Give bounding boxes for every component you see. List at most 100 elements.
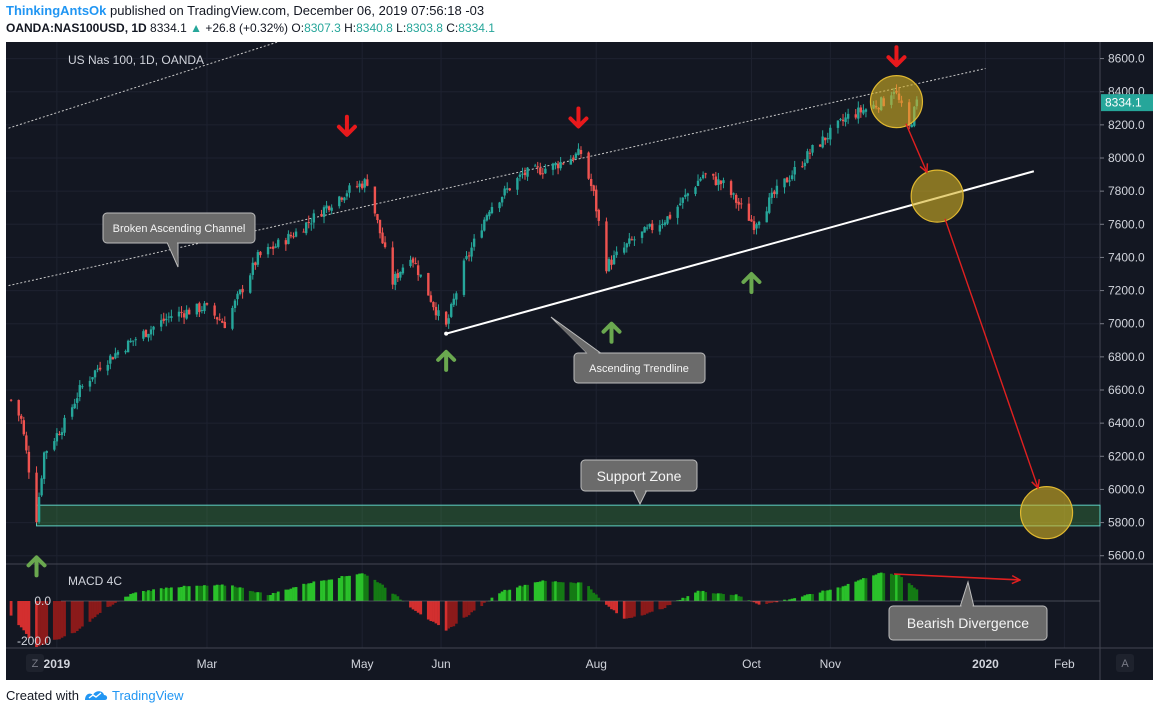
macd-bar	[180, 587, 183, 601]
candle-body	[803, 162, 807, 167]
author-link[interactable]: ThinkingAntsOk	[6, 3, 107, 18]
candle-body	[523, 172, 527, 176]
candle-body	[462, 260, 466, 295]
candle-body	[358, 183, 361, 187]
candle-body	[305, 222, 308, 234]
macd-bar	[365, 575, 369, 601]
macd-bar	[284, 589, 288, 601]
candle-body	[854, 114, 857, 118]
candle-body	[773, 191, 776, 195]
price-tick-label: 7600.0	[1108, 217, 1145, 231]
down-arrow-icon	[886, 45, 907, 68]
macd-bar	[752, 601, 756, 603]
macd-bar	[312, 581, 316, 601]
price-tick-label: 6000.0	[1108, 482, 1145, 496]
high-label: H:	[344, 21, 357, 35]
price-change: +26.8 (+0.32%)	[205, 21, 289, 35]
candle-body	[821, 136, 824, 148]
macd-bar	[775, 601, 779, 603]
macd-bar	[327, 579, 331, 601]
candle-body	[686, 193, 690, 196]
callout-support-zone[interactable]: Support Zone	[580, 459, 698, 506]
candle-body	[363, 179, 366, 188]
macd-bar	[396, 596, 400, 601]
candle-body	[498, 202, 501, 209]
candle-body	[437, 310, 440, 316]
candle-body	[414, 263, 417, 265]
macd-tick-label: 0.0	[34, 594, 51, 608]
candle-body	[676, 206, 679, 218]
macd-bar	[498, 593, 501, 601]
candle-body	[485, 215, 489, 221]
macd-bar	[610, 601, 613, 610]
macd-bar	[432, 601, 435, 622]
published-info: published on TradingView.com, December 0…	[110, 3, 485, 18]
candle-body	[633, 239, 636, 241]
macd-bar	[149, 590, 153, 601]
macd-bar	[895, 573, 898, 601]
price-tick-label: 7400.0	[1108, 250, 1145, 264]
candle-body	[152, 326, 155, 330]
macd-bar	[503, 589, 507, 601]
callout-bearish-divergence[interactable]: Bearish Divergence	[888, 580, 1048, 641]
candle-body	[213, 305, 216, 316]
callout-broken-channel[interactable]: Broken Ascending Channel	[102, 212, 256, 268]
macd-bar	[307, 583, 311, 601]
tradingview-link[interactable]: TradingView	[112, 688, 184, 703]
candle-body	[643, 227, 646, 233]
macd-bar	[144, 591, 148, 601]
up-arrow-icon	[601, 321, 622, 344]
candle-body	[233, 300, 237, 309]
candle-body	[610, 259, 613, 265]
macd-bar	[363, 574, 367, 601]
macd-bar	[597, 597, 601, 601]
candle-body	[480, 230, 483, 238]
candle-body	[70, 407, 74, 417]
divergence-arrow	[893, 573, 1020, 580]
candle-body	[302, 231, 305, 233]
macd-bar	[719, 593, 723, 601]
zoom-button[interactable]: Z	[26, 654, 44, 672]
candle-body	[200, 310, 204, 312]
callout-trendline[interactable]: Ascending Trendline	[550, 316, 706, 384]
macd-bar	[126, 596, 130, 601]
macd-bar	[755, 601, 758, 604]
candle-body	[864, 109, 868, 112]
candle-body	[223, 321, 226, 329]
publish-header: ThinkingAntsOk published on TradingView.…	[6, 3, 484, 18]
candle-body	[73, 403, 76, 409]
price-tick-label: 7000.0	[1108, 317, 1145, 331]
macd-bar	[378, 583, 382, 601]
macd-bar	[73, 601, 77, 633]
macd-bar	[131, 593, 135, 601]
macd-bar	[42, 601, 46, 645]
macd-bar	[607, 601, 611, 607]
macd-bar	[19, 601, 23, 628]
time-axis[interactable]: 2019 Mar May Jun Aug Oct Nov 2020 Feb	[44, 657, 1076, 671]
macd-bar	[482, 601, 486, 603]
macd-bar	[241, 587, 245, 601]
macd-bar	[808, 594, 812, 601]
macd-bar	[536, 582, 540, 601]
macd-bar	[452, 601, 456, 627]
time-tick-label: May	[351, 657, 374, 671]
candle-body	[605, 221, 608, 272]
low-label: L:	[396, 21, 407, 35]
macd-label: MACD 4C	[68, 574, 122, 588]
macd-bar	[182, 585, 186, 601]
candle-body	[765, 211, 768, 223]
macd-bar	[70, 601, 74, 634]
candle-body	[343, 197, 346, 201]
chart-area[interactable]: Broken Ascending Channel Ascending Trend…	[6, 42, 1153, 680]
macd-bar	[409, 601, 412, 608]
macd-bar	[658, 601, 662, 610]
macd-bar	[645, 601, 649, 614]
candle-body	[88, 380, 92, 387]
candle-body	[694, 187, 697, 194]
candle-body	[277, 239, 280, 247]
auto-scale-button[interactable]: A	[1116, 654, 1134, 672]
last-price-tag-text: 8334.1	[1105, 96, 1142, 110]
macd-bar	[594, 594, 598, 601]
macd-bar	[846, 583, 850, 601]
candle-body	[841, 119, 845, 122]
